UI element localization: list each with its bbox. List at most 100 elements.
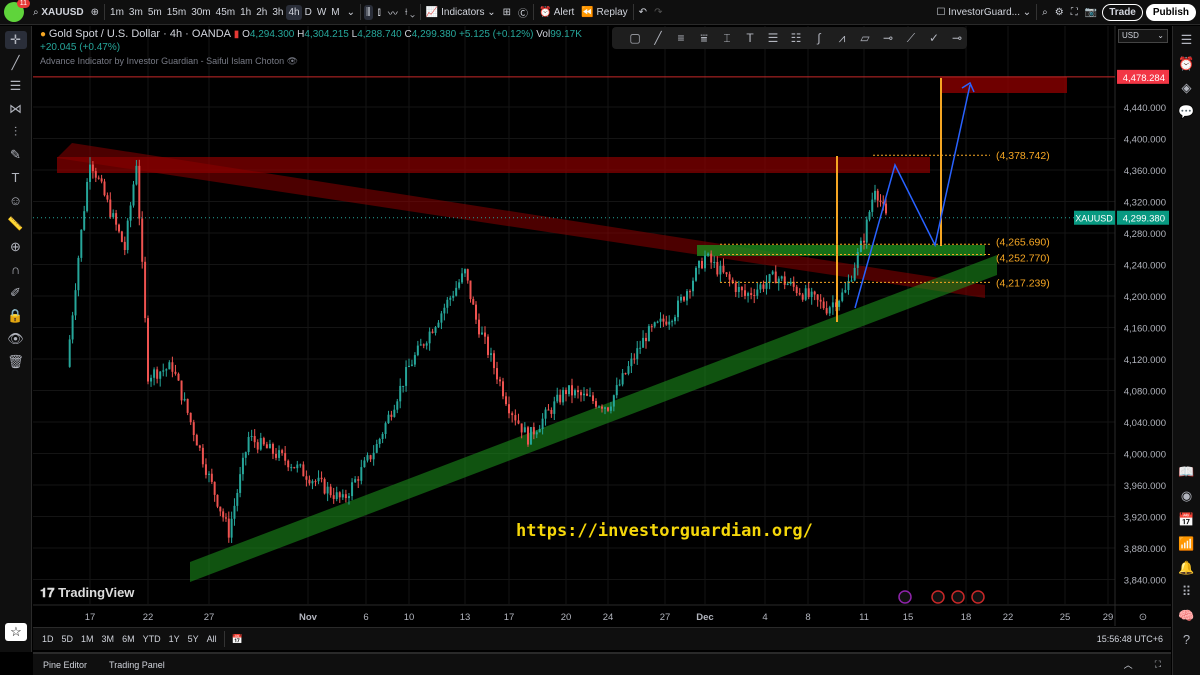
chat-icon[interactable]: 💬 [1178, 104, 1195, 119]
range-YTD[interactable]: YTD [142, 634, 161, 644]
interval-M[interactable]: M [331, 6, 340, 18]
emoji-icon[interactable]: ☺ [8, 193, 23, 208]
ray-icon[interactable]: ⊸ [882, 31, 894, 45]
interval-2h[interactable]: 2h [256, 6, 268, 18]
channel-icon[interactable]: ▱ [860, 31, 870, 45]
candles-icon[interactable]: ⫼ [364, 4, 373, 20]
line-icon[interactable]: ╱ [654, 31, 662, 45]
chrome-icon[interactable]: ◉ [1180, 488, 1193, 503]
help-icon[interactable]: ? [1182, 632, 1191, 647]
range-1M[interactable]: 1M [81, 634, 94, 644]
parallel-icon[interactable]: ≡ [677, 31, 685, 45]
alarm-icon[interactable]: ⏰ [1178, 56, 1195, 71]
position-icon[interactable]: ☰ [767, 31, 779, 45]
trend-line-icon[interactable]: ╱ [11, 55, 20, 70]
signal-icon[interactable]: 📶 [1178, 536, 1195, 551]
interval-45m[interactable]: 45m [215, 6, 236, 18]
brush-icon[interactable]: ✎ [10, 147, 21, 162]
pattern-icon[interactable]: ⋈ [9, 101, 22, 116]
text-icon[interactable]: T [746, 31, 754, 45]
range-icon[interactable]: ⌶ [723, 30, 731, 45]
alert-button[interactable]: ⏰ Alert [539, 6, 575, 18]
interval-W[interactable]: W [316, 6, 327, 18]
chevron-up-icon[interactable]: ︿ [1123, 660, 1133, 670]
layouts-icon[interactable]: ⊞ [502, 6, 512, 18]
curve-icon[interactable]: ∫ [817, 31, 821, 45]
avatar[interactable]: 11 [4, 0, 30, 22]
crosshair-icon[interactable]: ✛ [4, 31, 27, 49]
magnet-icon[interactable]: ∩ [10, 262, 21, 277]
range-3M[interactable]: 3M [101, 634, 115, 644]
goto-date-icon[interactable]: 📅 [231, 633, 243, 644]
maximize-icon[interactable]: ⛶ [1154, 659, 1161, 669]
range-All[interactable]: All [206, 634, 217, 644]
book-icon[interactable]: 📖 [1178, 464, 1195, 479]
pen-icon[interactable]: ✓ [928, 31, 940, 45]
camera-icon[interactable]: 📷 [1084, 6, 1098, 18]
range-6M[interactable]: 6M [122, 634, 135, 644]
range-5Y[interactable]: 5Y [187, 634, 199, 644]
interval-4h[interactable]: 4h [286, 4, 302, 20]
interval-15m[interactable]: 15m [166, 6, 187, 18]
brush-icon[interactable]: ⟋ [906, 30, 916, 45]
compare-icon[interactable]: ⊕ [90, 6, 100, 18]
trash-icon[interactable]: 🗑 [7, 354, 24, 369]
interval-30m[interactable]: 30m [191, 6, 211, 18]
replay-button[interactable]: ⏪ Replay [581, 6, 628, 18]
interval-1h[interactable]: 1h [240, 6, 252, 18]
eye-icon[interactable]: 👁 [286, 56, 299, 66]
range-1D[interactable]: 1D [42, 634, 54, 644]
layout-menu[interactable]: ☐ InvestorGuard... ⌄ [936, 6, 1032, 18]
brain-icon[interactable]: 🧠 [1178, 608, 1195, 623]
fib-icon[interactable]: ⩸ [700, 30, 708, 45]
chevron-down-icon[interactable]: ⌄ [346, 6, 356, 18]
forecast-icon[interactable]: ⫶ [13, 124, 18, 139]
clock[interactable]: 15:56:48 UTC+6 [1096, 634, 1163, 644]
stay-drawing-icon[interactable]: ✐ [10, 285, 21, 300]
ruler-icon[interactable]: 📏 [7, 216, 24, 231]
interval-D[interactable]: D [304, 6, 312, 18]
currency-select[interactable]: USD ⌄ [1118, 29, 1168, 43]
watchlist-icon[interactable]: ☰ [1180, 32, 1193, 47]
fib-icon[interactable]: ☰ [9, 78, 22, 93]
apps-icon[interactable]: ⠿ [1181, 584, 1192, 599]
calendar-icon[interactable]: 📅 [1178, 512, 1195, 527]
text-icon[interactable]: T [11, 170, 20, 185]
undo-icon[interactable]: ↶ [638, 6, 648, 18]
interval-1m[interactable]: 1m [110, 6, 124, 18]
rectangle-icon[interactable]: ▢ [629, 31, 641, 45]
fullscreen-icon[interactable]: ⛶ [1070, 6, 1078, 18]
indicators-button[interactable]: 📈 Indicators ⌄ [425, 6, 496, 18]
layers-icon[interactable]: ◈ [1181, 80, 1192, 95]
hline-icon[interactable]: ⊸ [951, 31, 963, 45]
star-icon[interactable]: ☆ [5, 623, 27, 641]
bell-icon[interactable]: 🔔 [1178, 560, 1195, 575]
symbol-search[interactable]: ⌕ XAUUSD [33, 6, 84, 18]
redo-icon[interactable]: ↷ [654, 6, 663, 18]
watermark-url[interactable]: https://investorguardian.org/ [516, 521, 813, 541]
c-icon[interactable]: Ⓒ [518, 8, 529, 20]
trade-button[interactable]: Trade [1102, 3, 1143, 21]
projection-icon[interactable]: ☷ [790, 31, 802, 45]
candle-body [508, 404, 510, 414]
range-1Y[interactable]: 1Y [168, 634, 180, 644]
eye-icon[interactable]: 👁 [7, 331, 24, 346]
bars-icon[interactable]: ⫾ [377, 6, 381, 18]
lock-icon[interactable]: 🔒 [7, 308, 24, 323]
line-chart-icon[interactable]: 〰 [387, 8, 398, 20]
publish-button[interactable]: Publish [1145, 3, 1196, 21]
tab-pine-editor[interactable]: Pine Editor [43, 659, 88, 670]
range-5D[interactable]: 5D [61, 634, 74, 644]
settings-icon[interactable]: ⚙ [1054, 6, 1064, 18]
interval-3m[interactable]: 3m [128, 6, 143, 18]
interval-5m[interactable]: 5m [147, 6, 162, 18]
path-icon[interactable]: ⩘ [838, 30, 846, 45]
tab-trading-panel[interactable]: Trading Panel [109, 659, 165, 670]
flag-icon[interactable]: ▮ [233, 29, 240, 40]
indicator-label[interactable]: Advance Indicator by Investor Guardian -… [40, 56, 299, 66]
chart-type-icon[interactable]: ⟊ ⌄ [404, 6, 415, 18]
quick-search-icon[interactable]: ⌕ [1042, 6, 1048, 18]
interval-3h[interactable]: 3h [272, 6, 284, 18]
price-chart[interactable]: 3,840.000 3,880.000 3,920.000 3,960.000 4,00… [33, 26, 1171, 626]
zoom-in-icon[interactable]: ⊕ [10, 239, 21, 254]
